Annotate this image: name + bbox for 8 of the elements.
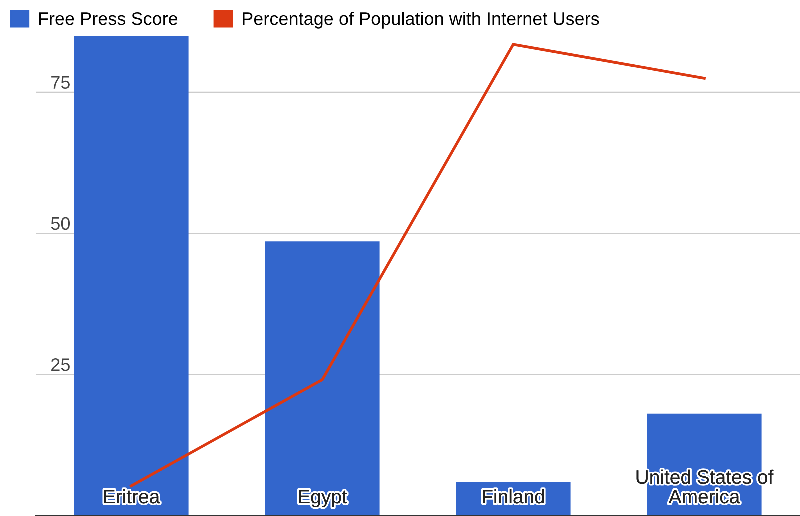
x-tick-label: Eritrea <box>104 489 160 504</box>
x-tick-label: Finland <box>483 489 544 504</box>
x-tick-label: Egypt <box>299 490 348 508</box>
y-tick-label: 75 <box>52 76 70 90</box>
y-tick-label: 50 <box>51 217 70 230</box>
legend-label: Percentage of Population with Internet Users <box>243 12 600 29</box>
legend-label: Free Press Score <box>39 12 178 26</box>
y-tick-label: 25 <box>52 358 70 372</box>
